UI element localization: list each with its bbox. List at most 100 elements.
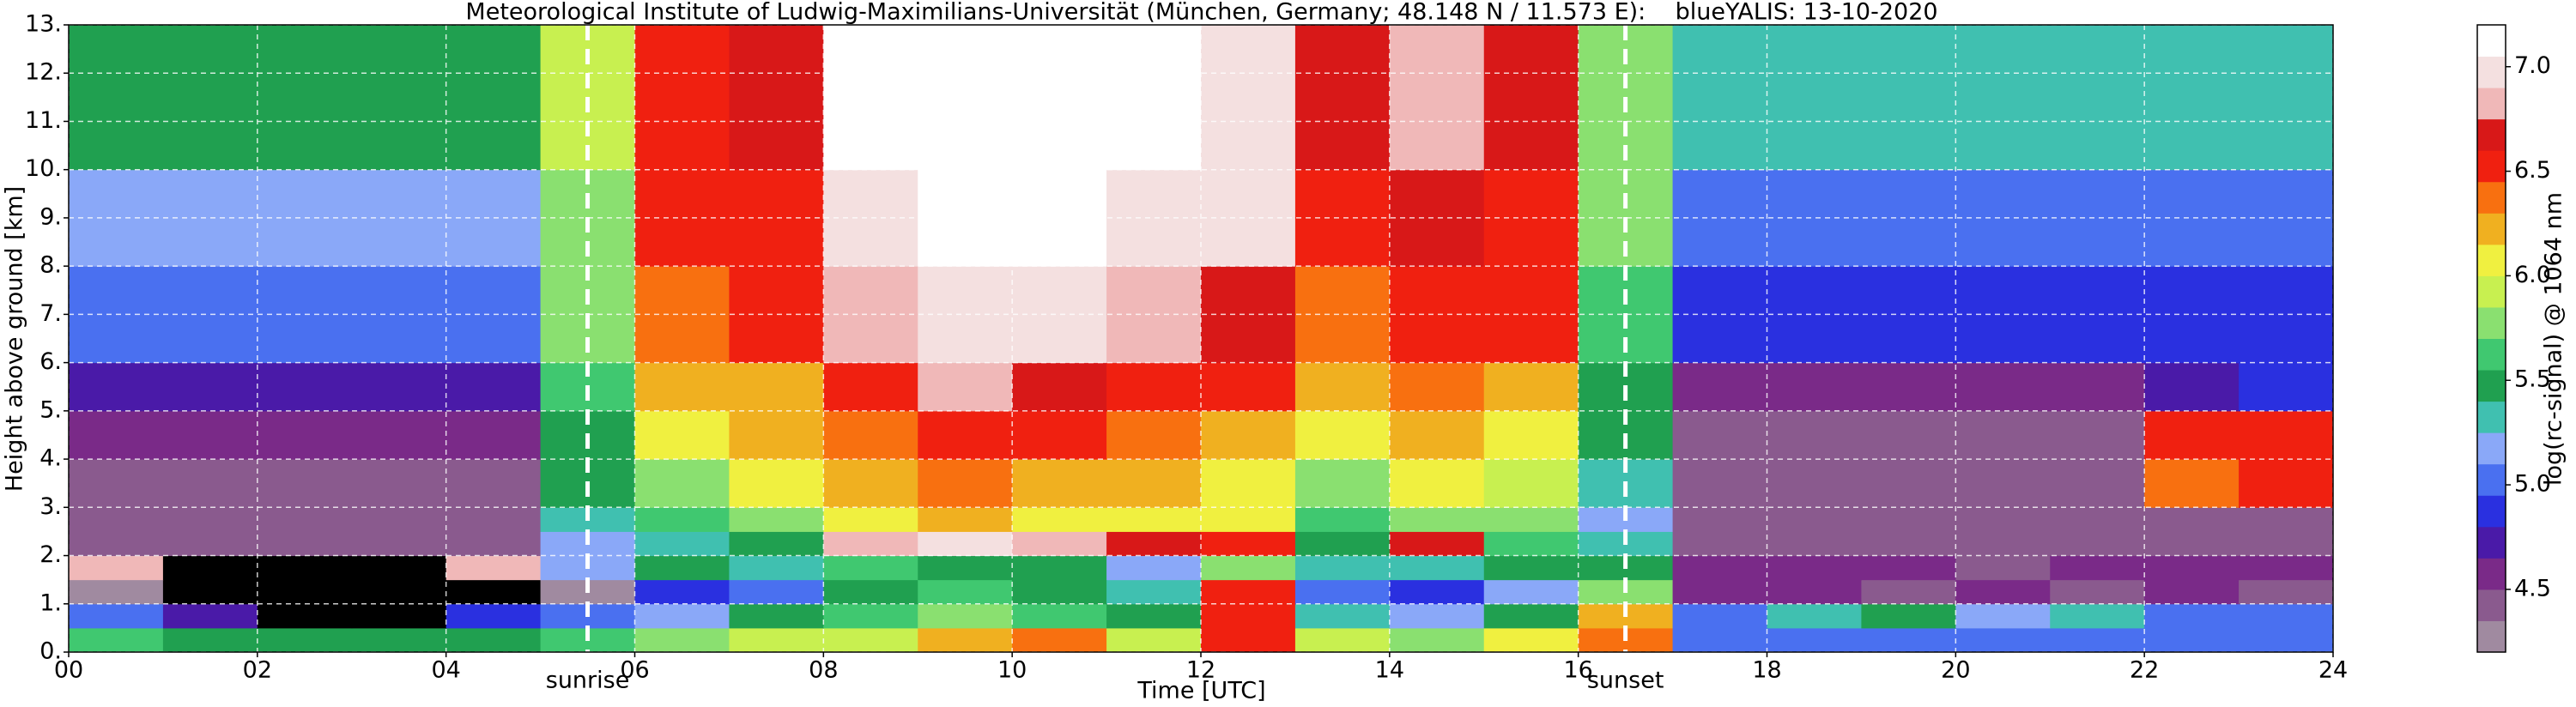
heatmap-cell: [162, 507, 258, 532]
heatmap-cell: [2239, 555, 2334, 581]
heatmap-cell: [2144, 459, 2240, 508]
heatmap-cell: [351, 25, 447, 171]
heatmap-cell: [1767, 531, 1862, 557]
heatmap-cell: [2050, 25, 2145, 171]
heatmap-cell: [634, 459, 730, 508]
heatmap-cell: [351, 410, 447, 460]
heatmap-cell: [1389, 579, 1485, 605]
heatmap-cell: [2144, 25, 2240, 171]
heatmap-cell: [729, 531, 824, 557]
heatmap-cell: [1201, 603, 1296, 629]
heatmap-cell: [69, 410, 164, 460]
heatmap-cell: [162, 603, 258, 629]
x-tick-label: 22: [2130, 657, 2159, 684]
x-tick-label: 20: [1941, 657, 1970, 684]
heatmap-cell: [69, 555, 164, 581]
heatmap-cell: [1389, 555, 1485, 581]
heatmap-cell: [1955, 555, 2051, 581]
heatmap-cell: [162, 410, 258, 460]
colorbar-tick-label: 6.0: [2514, 262, 2551, 288]
y-tick-label: 10.: [25, 155, 62, 182]
colorbar-band: [2477, 558, 2506, 590]
heatmap-cell: [351, 603, 447, 629]
x-tick-label: 02: [243, 657, 272, 684]
heatmap-cell: [1012, 579, 1107, 605]
heatmap-cell: [351, 627, 447, 653]
heatmap-cell: [2144, 410, 2240, 460]
heatmap-cell: [2144, 603, 2240, 629]
heatmap-cell: [1106, 507, 1202, 532]
y-tick-label: 6.: [39, 348, 62, 375]
heatmap-cell: [1294, 459, 1391, 508]
heatmap-cell: [634, 25, 730, 171]
heatmap-cell: [445, 362, 542, 412]
colorbar-band: [2477, 244, 2506, 276]
heatmap-cell: [918, 362, 1013, 412]
heatmap-cell: [823, 410, 918, 460]
heatmap-cell: [1483, 362, 1579, 412]
colorbar-band: [2477, 275, 2506, 308]
heatmap-cell: [445, 410, 542, 460]
colorbar-band: [2477, 526, 2506, 559]
heatmap-cell: [69, 531, 164, 557]
heatmap-cell: [1861, 555, 1956, 581]
colorbar-band: [2477, 118, 2506, 151]
x-tick-label: 10: [997, 657, 1027, 684]
heatmap-cell: [257, 603, 353, 629]
heatmap-cell: [351, 579, 447, 605]
heatmap-cell: [1389, 507, 1485, 532]
heatmap-cell: [729, 627, 824, 653]
heatmap: [69, 25, 2334, 653]
heatmap-cell: [1767, 410, 1862, 460]
heatmap-cell: [1106, 410, 1202, 460]
heatmap-cell: [69, 25, 164, 171]
heatmap-cell: [2144, 627, 2240, 653]
heatmap-cell: [823, 555, 918, 581]
x-tick-label: 24: [2318, 657, 2348, 684]
heatmap-cell: [1389, 410, 1485, 460]
heatmap-cell: [445, 531, 542, 557]
heatmap-cell: [257, 579, 353, 605]
colorbar-band: [2477, 25, 2506, 57]
heatmap-cell: [1389, 25, 1485, 171]
y-tick-label: 3.: [39, 493, 62, 520]
x-axis-label: Time [UTC]: [1136, 678, 1265, 704]
y-tick-label: 1.: [39, 589, 62, 616]
heatmap-cell: [1861, 459, 1956, 508]
annotation-label: sunrise: [546, 668, 630, 694]
heatmap-cell: [2144, 579, 2240, 605]
heatmap-cell: [2050, 603, 2145, 629]
heatmap-cell: [162, 627, 258, 653]
heatmap-cell: [1861, 507, 1956, 532]
y-tick-label: 13.: [25, 11, 62, 38]
heatmap-cell: [351, 459, 447, 508]
heatmap-cell: [823, 25, 918, 171]
heatmap-cell: [2050, 459, 2145, 508]
heatmap-cell: [445, 603, 542, 629]
colorbar-band: [2477, 401, 2506, 433]
heatmap-cell: [1294, 410, 1391, 460]
heatmap-cell: [257, 362, 353, 412]
heatmap-cell: [1294, 555, 1391, 581]
heatmap-cell: [2050, 410, 2145, 460]
heatmap-cell: [1294, 362, 1391, 412]
colorbar-label: log(rc-signal) @ 1064 nm: [2541, 192, 2567, 486]
heatmap-cell: [1012, 459, 1107, 508]
heatmap-cell: [1767, 459, 1862, 508]
heatmap-cell: [1106, 362, 1202, 412]
heatmap-cell: [257, 25, 353, 171]
heatmap-cell: [2050, 579, 2145, 605]
heatmap-cell: [1672, 555, 1767, 581]
heatmap-cell: [823, 603, 918, 629]
heatmap-cell: [2239, 531, 2334, 557]
heatmap-cell: [729, 579, 824, 605]
heatmap-cell: [69, 507, 164, 532]
heatmap-cell: [1201, 410, 1296, 460]
heatmap-cell: [918, 555, 1013, 581]
heatmap-cell: [1767, 362, 1862, 412]
heatmap-cell: [2050, 362, 2145, 412]
heatmap-cell: [2239, 603, 2334, 629]
heatmap-cell: [2144, 362, 2240, 412]
chart-title: Meteorological Institute of Ludwig-Maxim…: [465, 0, 1937, 26]
heatmap-cell: [634, 531, 730, 557]
